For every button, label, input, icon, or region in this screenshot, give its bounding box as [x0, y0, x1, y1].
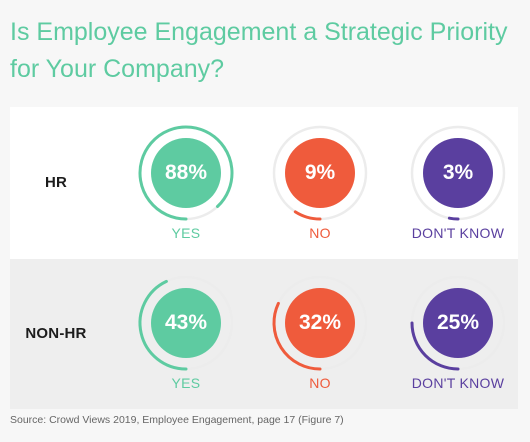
- gauge-center-disc: [151, 288, 221, 358]
- gauge-value-arc: [138, 125, 234, 221]
- gauge-center-disc: [423, 138, 493, 208]
- gauge-svg: [410, 125, 506, 221]
- gauge-nonhr-no: 32% NO: [260, 265, 380, 395]
- gauge-center-disc: [151, 138, 221, 208]
- category-label-yes: YES: [171, 375, 201, 391]
- gauge-nonhr-yes: 43% YES: [126, 265, 246, 395]
- gauge-hr-yes: 88% YES: [126, 115, 246, 245]
- source-note: Source: Crowd Views 2019, Employee Engag…: [10, 414, 344, 426]
- gauge-value-arc: [410, 321, 460, 371]
- gauge-center-disc: [285, 138, 355, 208]
- chart-title: Is Employee Engagement a Strategic Prior…: [10, 18, 508, 83]
- category-label-no: NO: [309, 375, 331, 391]
- gauge-ring: 32%: [272, 275, 368, 371]
- category-label-no: NO: [309, 225, 331, 241]
- row-label-non-hr: NON-HR: [25, 325, 87, 342]
- gauge-value-arc: [447, 216, 460, 221]
- gauge-svg: [138, 275, 234, 371]
- gauge-ring: 25%: [410, 275, 506, 371]
- gauge-value-arc: [272, 301, 322, 371]
- gauge-svg: [410, 275, 506, 371]
- gauge-center-disc: [423, 288, 493, 358]
- gauge-hr-dont-know: 3% DON'T KNOW: [398, 115, 518, 245]
- row-label-hr: HR: [44, 174, 68, 191]
- gauge-ring: 43%: [138, 275, 234, 371]
- gauge-percent-label: 9%: [304, 161, 336, 184]
- gauge-ring: 88%: [138, 125, 234, 221]
- category-label-yes: YES: [171, 225, 201, 241]
- gauge-percent-label: 88%: [164, 161, 208, 184]
- gauge-value-arc: [138, 279, 188, 371]
- gauge-percent-label: 3%: [442, 161, 474, 184]
- category-label-dont-know: DON'T KNOW: [411, 225, 505, 241]
- gauge-ring: 9%: [272, 125, 368, 221]
- row-hr: HR 88% YES 9% NO 3% DON'T KNOW: [10, 107, 518, 259]
- gauge-percent-label: 25%: [436, 311, 480, 334]
- gauge-center-disc: [285, 288, 355, 358]
- gauge-percent-label: 43%: [164, 311, 208, 334]
- gauge-value-arc: [293, 210, 322, 221]
- gauge-hr-no: 9% NO: [260, 115, 380, 245]
- gauge-svg: [272, 275, 368, 371]
- gauge-nonhr-dont-know: 25% DON'T KNOW: [398, 265, 518, 395]
- gauge-svg: [138, 125, 234, 221]
- row-non-hr: NON-HR 43% YES 32% NO 25% DON'T KNOW: [10, 259, 518, 409]
- gauge-ring: 3%: [410, 125, 506, 221]
- gauge-percent-label: 32%: [298, 311, 342, 334]
- gauge-svg: [272, 125, 368, 221]
- category-label-dont-know: DON'T KNOW: [411, 375, 505, 391]
